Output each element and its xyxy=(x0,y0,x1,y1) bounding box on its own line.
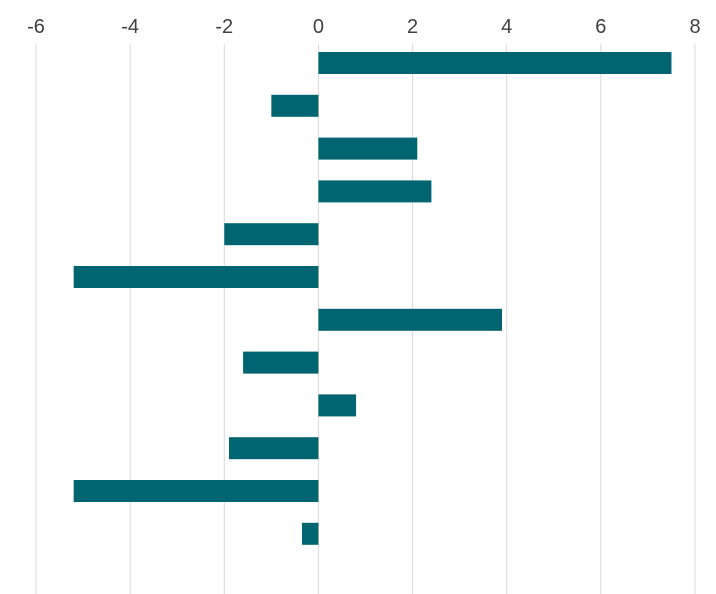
x-tick-label: 6 xyxy=(595,16,606,38)
bar xyxy=(271,94,319,117)
x-tick-label: -6 xyxy=(27,16,45,38)
bar xyxy=(224,223,319,246)
bar xyxy=(318,180,432,203)
x-tick-label: 8 xyxy=(689,16,700,38)
bar xyxy=(318,52,672,74)
bar xyxy=(318,394,357,417)
bar xyxy=(228,437,319,460)
bar xyxy=(301,522,319,545)
x-tick-label: -4 xyxy=(121,16,139,38)
bar xyxy=(318,137,418,160)
bar xyxy=(73,266,319,288)
x-tick-label: 2 xyxy=(407,16,418,38)
x-tick-label: 4 xyxy=(501,16,512,38)
bars xyxy=(73,52,672,545)
bar xyxy=(243,351,319,374)
bar xyxy=(73,480,319,502)
x-axis-ticks: -6 -4 -2 0 2 4 6 8 xyxy=(27,16,700,38)
x-tick-label: 0 xyxy=(313,16,324,38)
x-tick-label: -2 xyxy=(215,16,233,38)
bar xyxy=(318,308,503,331)
